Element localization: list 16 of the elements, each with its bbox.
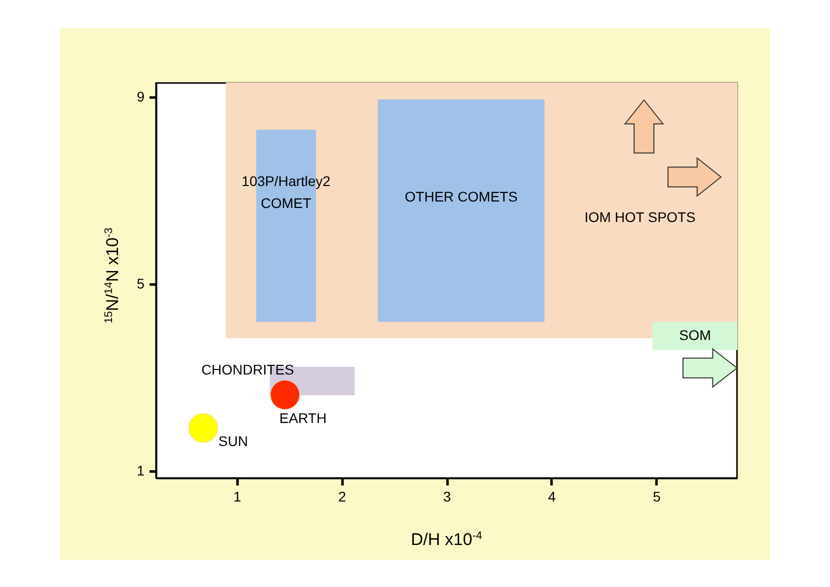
series-label: 103P/Hartley2 COMET — [242, 172, 331, 211]
series-label: SUN — [218, 432, 248, 449]
series-label: OTHER COMETS — [404, 188, 518, 204]
series-label: IOM HOT SPOTS — [584, 209, 696, 226]
series-label: SOM — [679, 326, 711, 343]
x-tick-label: 5 — [652, 488, 661, 504]
x-tick-label: 1 — [233, 488, 242, 504]
y-tick-label: 5 — [136, 276, 145, 292]
series-label: CHONDRITES — [201, 362, 294, 378]
y-tick-label: 9 — [136, 88, 145, 105]
x-tick-label: 4 — [548, 488, 556, 504]
x-axis-title: D/H x10$^{-4}$ — [410, 530, 482, 549]
x-tick-label: 3 — [443, 488, 452, 504]
x-tick-label: 2 — [338, 488, 346, 504]
y-tick-label: 1 — [136, 462, 145, 478]
series-label: EARTH — [279, 410, 327, 426]
